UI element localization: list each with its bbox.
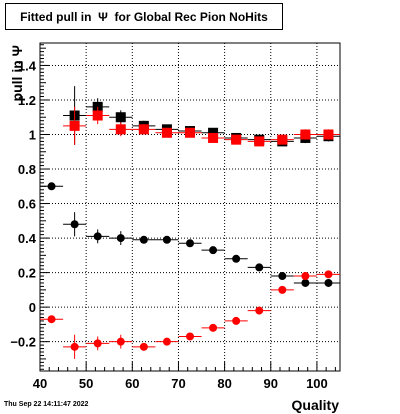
y-tick-label: 1.4	[18, 58, 37, 73]
red-square-point	[208, 132, 219, 143]
y-tick-label: 0.6	[18, 197, 36, 212]
red-square-point	[300, 129, 311, 140]
black-circle-point	[186, 239, 194, 248]
red-circle-point	[162, 337, 171, 346]
data-series	[40, 86, 340, 359]
y-tick-label: 0	[29, 300, 36, 315]
red-square-point	[254, 136, 265, 147]
red-circle-point	[301, 272, 310, 281]
y-axis-label: pull in Ψ	[9, 45, 25, 101]
black-circle-point	[116, 234, 125, 243]
axes: −0.2 0 0.2 0.4 0.6 0.8 1 1.2 1.4 40 50 60 70 80 90 100	[10, 44, 336, 391]
red-square-point	[92, 110, 103, 121]
black-circle-point	[301, 278, 310, 287]
plot-frame	[39, 42, 341, 372]
black-circle-point	[324, 278, 333, 287]
red-square-point	[277, 134, 288, 145]
red-square-point	[115, 124, 126, 135]
x-tick-label: 60	[125, 376, 139, 391]
black-circle-point	[255, 263, 264, 272]
y-tick-label: 0.2	[18, 266, 36, 281]
red-square-point	[185, 127, 195, 138]
red-circle-point	[255, 306, 264, 315]
red-circle-point	[139, 342, 148, 351]
black-circle-point	[209, 246, 218, 255]
black-circle-point	[47, 182, 56, 191]
y-tick-label: 1	[29, 127, 36, 142]
red-circle-point	[278, 285, 287, 294]
x-tick-label: 40	[33, 376, 47, 391]
black-circle-point	[70, 220, 79, 229]
red-circle-point	[209, 323, 218, 332]
red-square-point	[323, 129, 334, 140]
x-axis-label: Quality	[292, 397, 340, 413]
red-circle-point	[70, 342, 79, 351]
black-square-point	[115, 112, 126, 123]
black-circle-point	[232, 254, 241, 263]
red-square-point	[138, 124, 149, 135]
red-circle-point	[232, 316, 241, 325]
red-square-point	[161, 127, 172, 138]
red-circle-point	[324, 270, 333, 279]
x-tick-label: 70	[171, 376, 185, 391]
black-circle-point	[93, 232, 102, 241]
y-tick-label: 0.8	[18, 162, 36, 177]
x-tick-label: 50	[79, 376, 93, 391]
black-circle-point	[278, 272, 287, 281]
red-square-point	[231, 134, 242, 145]
red-circle-point	[116, 337, 125, 346]
black-circle-point	[139, 235, 148, 244]
red-square-point	[69, 120, 80, 131]
y-tick-label: −0.2	[10, 335, 36, 350]
red-circle-point	[47, 315, 56, 324]
red-circle-point	[93, 339, 102, 348]
black-circle-point	[162, 235, 171, 244]
x-tick-label: 90	[264, 376, 278, 391]
x-tick-label: 100	[306, 376, 328, 391]
y-tick-label: 0.4	[18, 231, 37, 246]
chart-title-box: Fitted pull in Ψ for Global Rec Pion NoH…	[5, 3, 283, 30]
y-tick-label: 1.2	[18, 93, 36, 108]
black-square-point	[208, 127, 219, 138]
x-tick-label: 80	[217, 376, 231, 391]
timestamp: Thu Sep 22 14:11:47 2022	[4, 401, 89, 408]
chart-title: Fitted pull in Ψ for Global Rec Pion NoH…	[20, 10, 268, 24]
grid-lines	[40, 43, 340, 371]
red-circle-point	[186, 332, 194, 341]
plot-frame-rect	[39, 42, 341, 372]
